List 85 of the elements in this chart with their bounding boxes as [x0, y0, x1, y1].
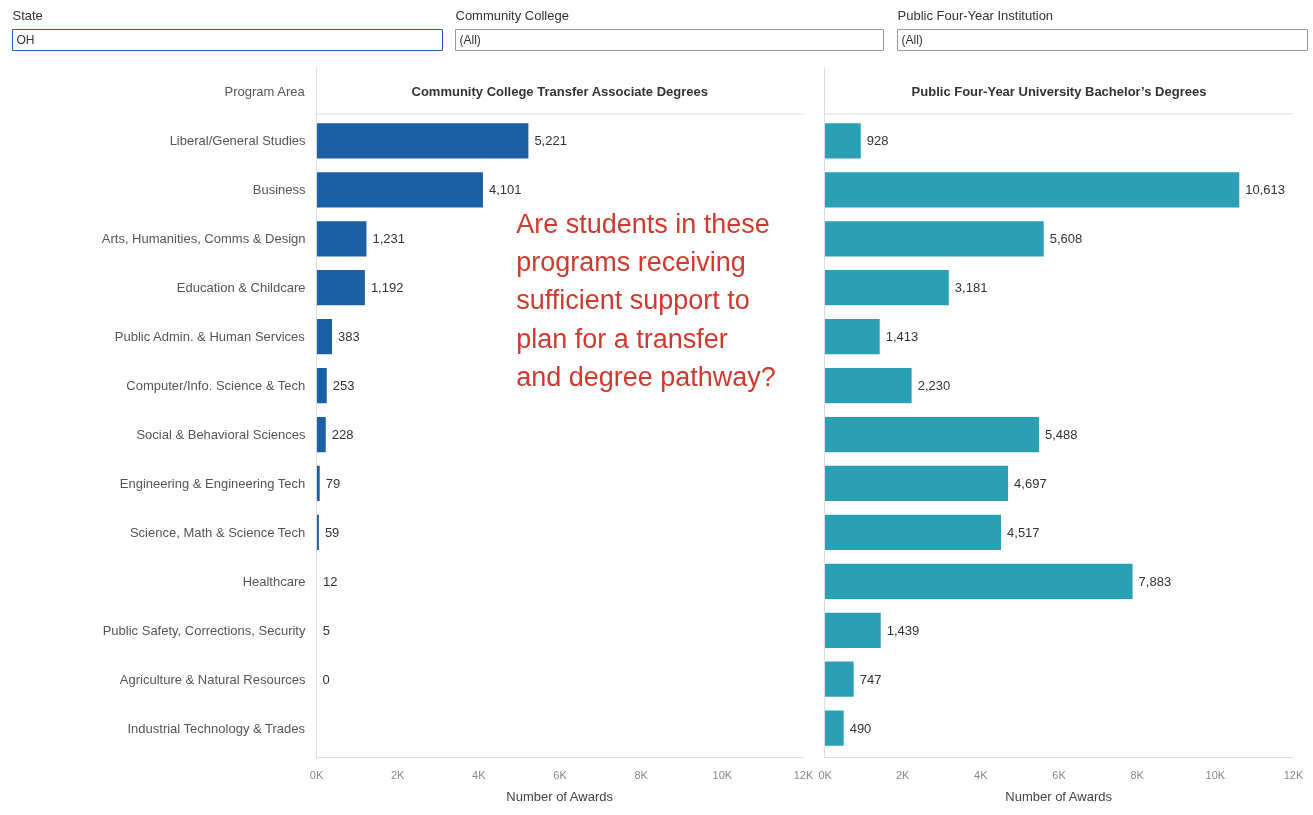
- text: (All): [459, 32, 481, 47]
- bar: [824, 661, 854, 697]
- y-tick-label: Public Admin. & Human Services: [114, 329, 306, 345]
- bar: [316, 270, 365, 306]
- bar: [824, 465, 1009, 502]
- bar: [824, 270, 949, 306]
- text: State: [12, 7, 43, 23]
- y-tick-label: Social & Behavioral Sciences: [136, 427, 306, 443]
- y-tick-label: Business: [252, 182, 306, 198]
- x-tick-label: 6K: [553, 768, 568, 781]
- y-axis-title: Program Area: [224, 84, 306, 100]
- data-label: 4,101: [488, 182, 522, 198]
- y-tick-label: Arts, Humanities, Comms & Design: [101, 231, 306, 247]
- bar: [316, 172, 483, 208]
- bar: [316, 416, 326, 453]
- data-label: 59: [324, 524, 340, 540]
- data-label: 1,439: [886, 622, 920, 638]
- bar: [316, 319, 333, 355]
- data-label: 2,230: [917, 378, 951, 394]
- x-tick-label: 12K: [793, 768, 814, 781]
- data-label: 0: [322, 671, 330, 687]
- y-tick-label: Computer/Info. Science & Tech: [126, 378, 306, 394]
- bar: [824, 221, 1044, 257]
- chart-title: Public Four-Year University Bachelor’s Degrees: [911, 84, 1207, 100]
- x-tick-label: 8K: [634, 768, 649, 781]
- x-tick-label: 10K: [712, 768, 733, 781]
- data-label: 928: [866, 133, 889, 149]
- bar: [824, 172, 1240, 208]
- bar: [316, 367, 327, 404]
- text: (All): [901, 32, 923, 47]
- data-label: 3,181: [954, 280, 988, 296]
- x-tick-label: 10K: [1205, 768, 1226, 781]
- x-tick-label: 0K: [309, 768, 324, 781]
- x-axis-title: Number of Awards: [1005, 788, 1113, 804]
- bar: [824, 563, 1133, 599]
- bar: [316, 465, 320, 502]
- y-tick-label: Public Safety, Corrections, Security: [102, 622, 306, 638]
- bar: [316, 123, 529, 159]
- bar: [824, 514, 1002, 551]
- bar: [824, 416, 1039, 453]
- y-tick-label: Engineering & Engineering Tech: [119, 475, 306, 491]
- data-label: 4,697: [1014, 475, 1047, 491]
- x-axis-title: Number of Awards: [506, 788, 614, 804]
- y-tick-label: Healthcare: [242, 573, 306, 589]
- y-tick-label: Liberal/General Studies: [169, 133, 306, 149]
- x-tick-label: 4K: [974, 768, 989, 781]
- data-label: 5: [322, 622, 330, 638]
- data-label: 490: [849, 720, 872, 736]
- data-label: 4,517: [1007, 524, 1040, 540]
- x-tick-label: 2K: [895, 768, 911, 781]
- annotation: Are students in these programs receiving sufficient support to plan for a transfer and degree pathway?: [516, 209, 776, 392]
- data-label: 228: [331, 427, 354, 443]
- y-tick-label: Education & Childcare: [176, 280, 306, 296]
- x-tick-label: 2K: [390, 768, 406, 781]
- bar: [824, 123, 861, 159]
- x-tick-label: 8K: [1130, 768, 1145, 781]
- bar: [316, 221, 367, 257]
- y-tick-label: Agriculture & Natural Resources: [119, 671, 306, 687]
- x-tick-label: 4K: [472, 768, 487, 781]
- data-label: 79: [325, 475, 341, 491]
- bar: [824, 319, 880, 355]
- data-label: 1,413: [885, 329, 919, 345]
- data-label: 10,613: [1245, 182, 1286, 198]
- data-label: 383: [338, 329, 360, 345]
- data-label: 1,192: [370, 280, 404, 296]
- data-label: 5,221: [534, 133, 567, 149]
- bar: [824, 710, 844, 746]
- x-tick-label: 6K: [1052, 768, 1067, 781]
- bar: [824, 367, 912, 404]
- x-tick-label: 0K: [818, 768, 833, 781]
- y-tick-label: Science, Math & Science Tech: [129, 524, 306, 540]
- data-label: 253: [332, 378, 355, 394]
- x-tick-label: 12K: [1283, 768, 1304, 781]
- data-label: 747: [859, 671, 882, 687]
- text: OH: [16, 32, 35, 47]
- data-label: 1,231: [372, 231, 405, 247]
- data-label: 12: [322, 573, 338, 589]
- bar: [824, 612, 881, 648]
- text: Public Four-Year Institution: [897, 7, 1054, 23]
- text: Community College: [455, 7, 569, 23]
- data-label: 5,608: [1049, 231, 1083, 247]
- data-label: 7,883: [1138, 573, 1172, 589]
- y-tick-label: Industrial Technology & Trades: [127, 720, 306, 736]
- data-label: 5,488: [1044, 427, 1078, 443]
- chart-title: Community College Transfer Associate Degrees: [411, 84, 708, 100]
